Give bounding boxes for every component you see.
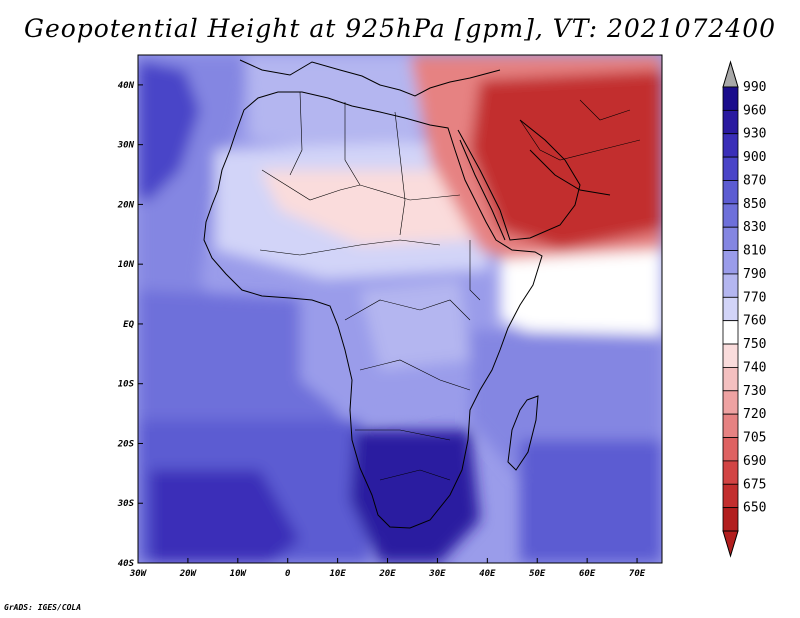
field-region-arabian-sea [500, 250, 662, 345]
colorbar-label: 810 [743, 244, 766, 259]
colorbar-label: 790 [743, 267, 766, 282]
map-title: Geopotential Height at 925hPa [gpm], VT:… [23, 14, 777, 43]
colorbar-label: 900 [743, 150, 766, 165]
colorbar-label: 870 [743, 173, 766, 188]
lat-tick-label: 20S [117, 439, 135, 449]
lon-tick-label: 30W [129, 569, 148, 579]
field-region-sahara-heat-low [260, 170, 470, 245]
lat-tick-label: 40S [118, 559, 135, 569]
height-field [138, 55, 662, 563]
colorbar: 990 960 930 900 870 850 830 810 790 770 760 750 740 7… [722, 60, 766, 558]
lon-tick-label: 10E [329, 569, 346, 579]
colorbar-label: 730 [743, 384, 766, 399]
colorbar-over-triangle [722, 60, 739, 88]
colorbar-segment [722, 250, 739, 275]
lat-tick-label: 10N [118, 260, 135, 270]
lat-tick-label: 30S [117, 499, 135, 509]
arabian-coastline [457, 119, 581, 241]
colorbar-label: 850 [743, 197, 766, 212]
colorbar-segment [722, 483, 739, 509]
lat-tick-label: 30N [117, 141, 135, 151]
lat-tick-label: 10S [118, 380, 135, 390]
colorbar-segment [722, 437, 739, 462]
colorbar-segment [722, 180, 739, 205]
colorbar-label: 740 [743, 360, 766, 375]
colorbar-segment [722, 109, 739, 135]
red-sea-coastline [459, 139, 506, 241]
field-region-indian-ocean-south [520, 440, 662, 563]
colorbar-label: 770 [743, 290, 766, 305]
field-region-atlantic-equatorial [138, 290, 340, 450]
field-region-mediterranean [245, 55, 420, 150]
lon-tick-label: 0 [285, 569, 291, 579]
colorbar-segment [722, 203, 739, 228]
colorbar-label: 650 [743, 501, 766, 516]
colorbar-label: 960 [743, 103, 766, 118]
lon-tick-label: 10W [230, 569, 248, 579]
lon-tick-label: 70E [629, 569, 646, 579]
colorbar-label: 760 [743, 314, 766, 329]
colorbar-label: 690 [743, 454, 766, 469]
map-plot-area[interactable] [137, 54, 663, 564]
lat-tick-label: 40N [118, 81, 135, 91]
colorbar-segment [722, 86, 739, 111]
lon-tick-label: 30E [428, 569, 446, 579]
colorbar-under-triangle [722, 530, 739, 558]
colorbar-label: 990 [743, 80, 766, 95]
colorbar-segment [722, 367, 739, 392]
lon-tick-label: 20W [179, 569, 198, 579]
colorbar-segment [722, 460, 739, 485]
colorbar-segment [722, 296, 739, 322]
country-borders [259, 91, 641, 481]
lon-tick-label: 40E [479, 569, 496, 579]
colorbar-segment [722, 273, 739, 298]
colorbar-segment [722, 343, 739, 368]
colorbar-segment [722, 507, 739, 532]
colorbar-segment [722, 156, 739, 181]
colorbar-segment [722, 413, 739, 438]
credit-label: GrADS: IGES/COLA [4, 603, 82, 612]
colorbar-label: 675 [743, 477, 766, 492]
colorbar-label: 930 [743, 127, 766, 142]
colorbar-label: 705 [743, 431, 766, 446]
lon-tick-label: 20E [378, 569, 396, 579]
persian-gulf-coastline [529, 149, 611, 196]
colorbar-label: 830 [743, 220, 766, 235]
plot-frame [137, 54, 663, 564]
lat-tick-label: 20N [117, 200, 135, 210]
field-region-atlantic-far-north-west [138, 60, 200, 200]
madagascar-coastline [507, 395, 539, 471]
europe-coastline [239, 59, 501, 97]
lon-tick-label: 60E [579, 569, 596, 579]
coastlines [203, 59, 611, 529]
longitude-axis: 30W 20W 10W 0 10E 20E 30E 40E 50E 60E 70E [129, 558, 646, 579]
field-region-south-africa-high [350, 430, 480, 563]
africa-coastline [203, 91, 543, 529]
field-region-arabian-heat-low [470, 70, 662, 250]
lon-tick-label: 50E [529, 569, 546, 579]
field-region-south-high [150, 470, 300, 563]
colorbar-segment [722, 133, 739, 158]
colorbar-segment [722, 320, 739, 345]
lat-tick-label: EQ [123, 320, 134, 330]
colorbar-segment [722, 390, 739, 415]
colorbar-label: 750 [743, 337, 766, 352]
colorbar-label: 720 [743, 407, 766, 422]
colorbar-segment [722, 226, 739, 251]
latitude-axis: 40N 30N 20N 10N EQ 10S 20S 30S 40S [117, 81, 143, 569]
